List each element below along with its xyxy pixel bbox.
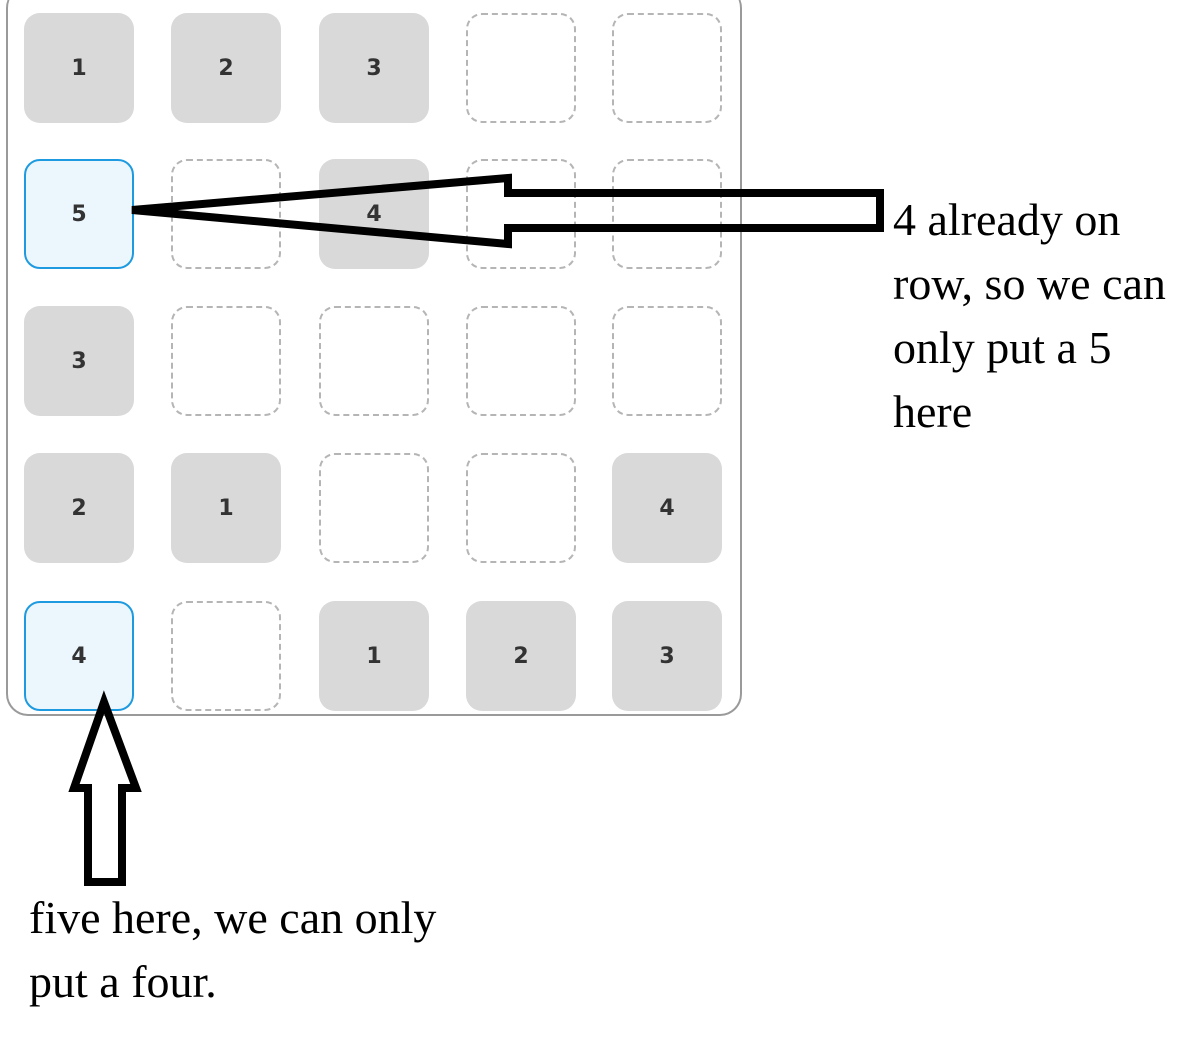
cell-r2-c4[interactable] xyxy=(466,159,576,269)
cell-r1-c5[interactable] xyxy=(612,13,722,123)
cell-r5-c4[interactable]: 2 xyxy=(466,601,576,711)
cell-r5-c5[interactable]: 3 xyxy=(612,601,722,711)
cell-r2-c2[interactable] xyxy=(171,159,281,269)
cell-r3-c5[interactable] xyxy=(612,306,722,416)
cell-r5-c3[interactable]: 1 xyxy=(319,601,429,711)
cell-r2-c3[interactable]: 4 xyxy=(319,159,429,269)
cell-r4-c5[interactable]: 4 xyxy=(612,453,722,563)
cell-r3-c1[interactable]: 3 xyxy=(24,306,134,416)
cell-r2-c1[interactable]: 5 xyxy=(24,159,134,269)
up-arrow-shape xyxy=(68,690,142,886)
cell-r1-c3[interactable]: 3 xyxy=(319,13,429,123)
cell-r4-c3[interactable] xyxy=(319,453,429,563)
bottom-annotation: five here, we can only put a four. xyxy=(29,892,437,1007)
cell-r1-c1[interactable]: 1 xyxy=(24,13,134,123)
cell-r3-c4[interactable] xyxy=(466,306,576,416)
right-annotation: 4 already on row, so we can only put a 5… xyxy=(893,194,1166,437)
cell-r3-c3[interactable] xyxy=(319,306,429,416)
cell-r2-c5[interactable] xyxy=(612,159,722,269)
cell-r4-c4[interactable] xyxy=(466,453,576,563)
cell-r3-c2[interactable] xyxy=(171,306,281,416)
cell-r1-c2[interactable]: 2 xyxy=(171,13,281,123)
cell-r5-c2[interactable] xyxy=(171,601,281,711)
cell-r5-c1[interactable]: 4 xyxy=(24,601,134,711)
cell-r4-c2[interactable]: 1 xyxy=(171,453,281,563)
cell-r1-c4[interactable] xyxy=(466,13,576,123)
cell-r4-c1[interactable]: 2 xyxy=(24,453,134,563)
